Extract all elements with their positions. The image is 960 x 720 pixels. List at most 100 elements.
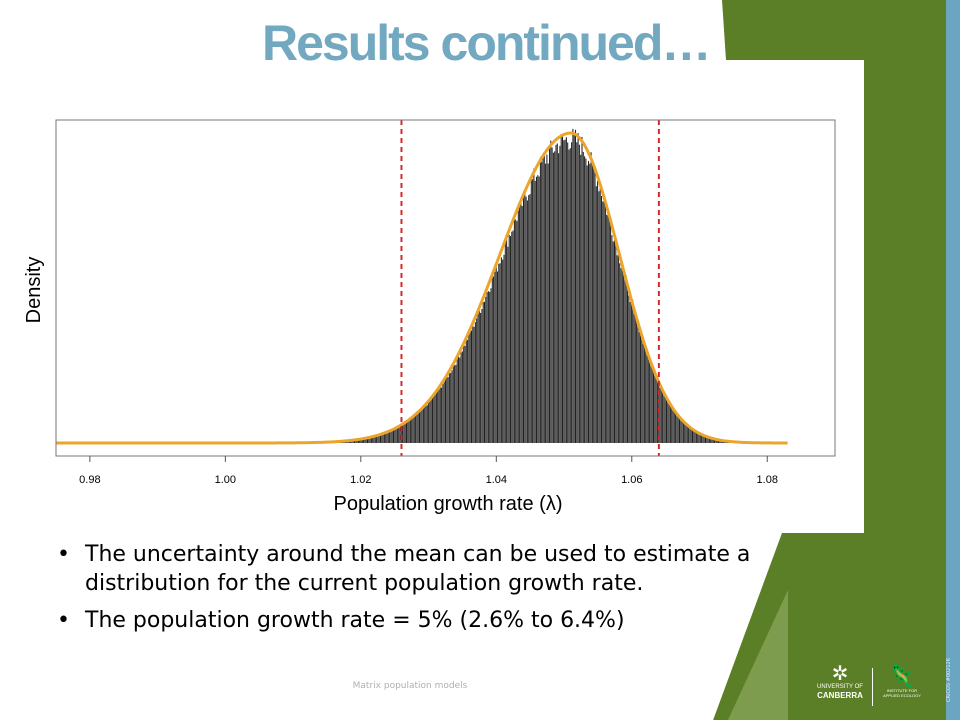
histogram-bar (546, 154, 548, 443)
university-emblem-icon: ✲ (831, 663, 849, 685)
histogram-bar (571, 142, 573, 444)
histogram-bar (558, 153, 560, 443)
histogram-bar (656, 380, 658, 443)
histogram-bar (470, 330, 473, 443)
histogram-bar (463, 345, 465, 443)
histogram-bar (664, 395, 666, 443)
histogram-bar (632, 299, 634, 443)
histogram-bar (677, 416, 679, 443)
histogram-bar (628, 295, 630, 443)
histogram-bar (431, 398, 434, 443)
histogram-bar (452, 366, 454, 443)
histogram-bar (541, 161, 543, 443)
histogram-bar (494, 271, 496, 443)
bullet-item: The population growth rate = 5% (2.6% to… (55, 606, 855, 635)
histogram-bar (547, 163, 549, 443)
histogram-bar (456, 356, 458, 443)
histogram-bar (352, 440, 354, 443)
histogram-bar (623, 272, 625, 443)
x-tick-label: 1.04 (486, 474, 507, 486)
histogram-bar (686, 424, 688, 443)
histogram-bar (660, 388, 662, 443)
histogram-bar (633, 306, 635, 443)
x-tick-label: 1.00 (215, 474, 236, 486)
histogram-bar (383, 433, 385, 443)
histogram-bar (625, 275, 627, 443)
histogram-bar (621, 269, 623, 443)
histogram-bar (504, 241, 506, 443)
histogram-bar (600, 195, 603, 443)
histogram-bar (511, 231, 513, 443)
histogram-bar (545, 163, 547, 443)
histogram-bar (521, 206, 523, 443)
bullet-list: The uncertainty around the mean can be u… (55, 540, 855, 643)
histogram-bar (524, 191, 526, 443)
histogram-bar (473, 326, 475, 443)
histogram-bar (437, 391, 439, 443)
histogram-bar (405, 422, 408, 443)
histogram-bar (647, 352, 649, 443)
histogram-bar (502, 259, 504, 443)
histogram-bar (368, 437, 370, 443)
histogram-bar (515, 219, 517, 443)
histogram-bar (548, 148, 551, 443)
cricos-code: CRICOS #00212K (946, 658, 952, 703)
histogram-bar (659, 386, 661, 443)
x-axis-ticks: 0.98 1.00 1.02 1.04 1.06 1.08 (79, 456, 778, 486)
histogram-bar (477, 310, 479, 443)
histogram-bar (597, 180, 599, 444)
dragon-lizard-icon: 🦎 (888, 663, 916, 688)
histogram-bar (407, 420, 409, 443)
histogram-bar (498, 263, 500, 443)
histogram-bar (620, 268, 622, 443)
histogram-bar (650, 365, 652, 443)
histogram-bar (443, 381, 445, 443)
histogram-bar (490, 288, 492, 443)
histogram-bar (469, 331, 471, 443)
histogram-bar (699, 433, 701, 443)
histogram-bar (682, 421, 684, 443)
histogram-bar (363, 438, 365, 443)
histogram-bar (376, 435, 378, 443)
histogram-bar (382, 433, 384, 443)
histogram-bar (461, 351, 463, 443)
histogram-bar (481, 309, 483, 443)
histogram-bar (493, 276, 495, 443)
histogram-bar (459, 357, 461, 443)
histogram-bar (408, 420, 410, 443)
histogram-bar (693, 429, 695, 443)
histogram-bar (513, 218, 515, 443)
histogram-bar (561, 135, 564, 444)
histogram-bar (538, 176, 540, 444)
histogram-bar (690, 428, 692, 443)
university-name-line1: UNIVERSITY OF (817, 684, 863, 690)
histogram-bar (580, 154, 582, 443)
histogram-bar (637, 319, 639, 443)
histogram-bar (525, 196, 527, 443)
histogram-bar (404, 422, 406, 443)
histogram-bar (716, 439, 718, 443)
histogram-bar (630, 296, 632, 443)
histogram-bar (689, 426, 691, 443)
histogram-bar (517, 210, 519, 443)
histogram-bar (491, 275, 493, 443)
histogram-bar (467, 339, 469, 443)
histogram-bar (586, 165, 588, 443)
histogram-bar (386, 432, 388, 443)
histogram-bar (508, 234, 510, 443)
histogram-bar (394, 429, 396, 443)
histogram-bar (542, 155, 544, 444)
histogram-bar (684, 422, 686, 443)
histogram-bar (476, 318, 478, 443)
histogram-bar (698, 433, 700, 443)
histogram-bar (565, 137, 567, 443)
histogram-bar (426, 405, 428, 443)
histogram-bar (403, 423, 405, 443)
histogram-bar (643, 343, 645, 443)
histogram-bar (564, 139, 566, 443)
histogram-bar (537, 175, 539, 443)
histogram-bar (446, 376, 448, 443)
histogram-bar (680, 418, 682, 443)
histogram-bar (439, 386, 441, 443)
slide-footer: Matrix population models (352, 681, 468, 691)
